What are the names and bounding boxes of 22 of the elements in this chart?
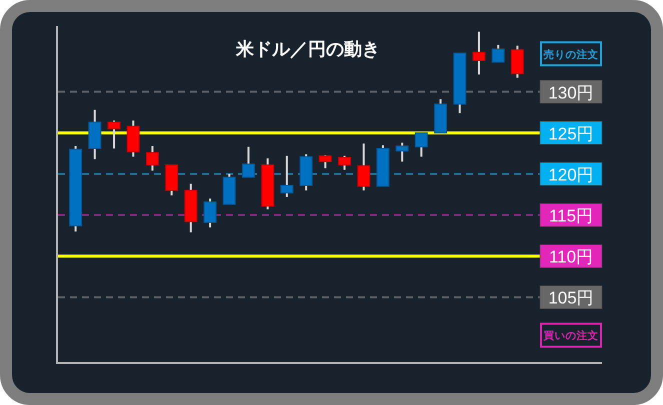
candlestick [414,132,428,158]
candlestick [146,145,159,172]
candlestick [472,30,486,76]
ref-line-label: 115円 [548,206,594,226]
ref-line-label: 125円 [548,124,594,144]
candlestick [204,198,217,228]
text: 売りの注文 [544,48,598,61]
candlestick [396,142,409,163]
candlestick [242,146,255,178]
candlestick [108,120,120,150]
candlestick [492,44,505,64]
ref-line-label: 130円 [548,83,594,102]
candlestick [318,154,332,170]
candlestick [338,154,351,171]
candlestick [280,154,294,198]
ref-line-label: 105円 [548,288,594,308]
candlestick [357,142,370,192]
candlestick [510,44,524,79]
text: 買いの注文 [542,329,598,342]
text: 米ドル／円の動き [235,39,380,59]
ref-line-label: 120円 [548,165,594,184]
ref-line-label: 110円 [548,248,594,267]
